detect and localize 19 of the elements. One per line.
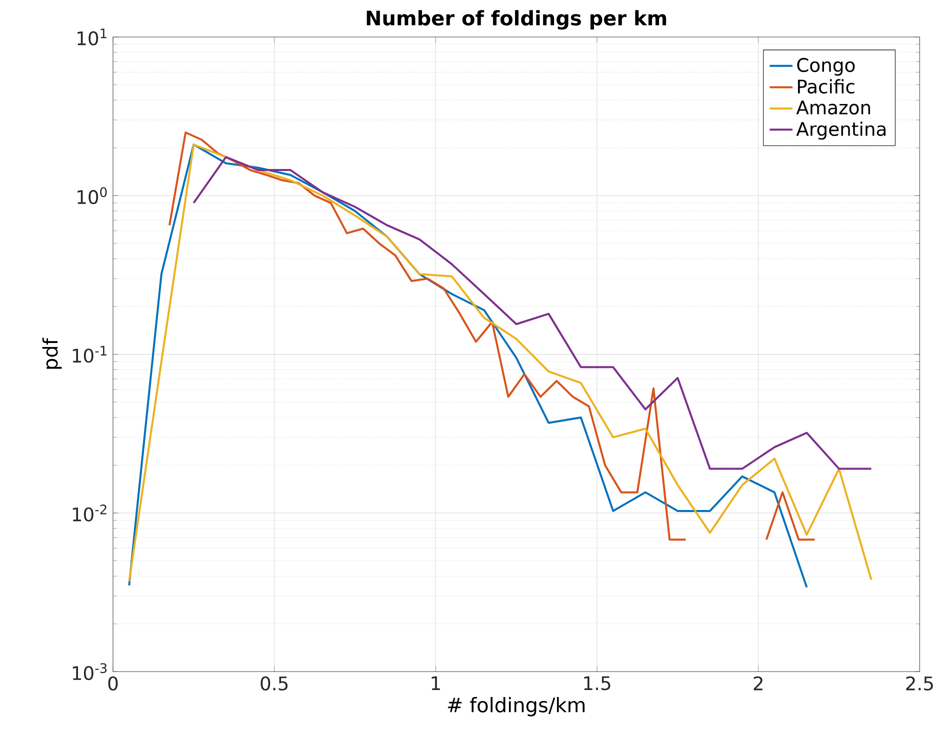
x-tick-label: 2 bbox=[754, 676, 762, 690]
y-axis-title: pdf bbox=[42, 338, 62, 369]
y-tick-label: 10$^{-3}$ bbox=[72, 663, 107, 680]
line-series bbox=[192, 156, 872, 470]
y-tick-label: 10$^{1}$ bbox=[78, 28, 106, 46]
legend-label: Amazon bbox=[796, 100, 870, 115]
y-tick-label: 10$^{-1}$ bbox=[72, 346, 106, 363]
x-tick-label: 2.5 bbox=[906, 676, 933, 691]
x-tick-label: 1 bbox=[432, 676, 440, 690]
x-tick-label: 1.5 bbox=[584, 676, 610, 690]
x-axis-title: # foldings/km bbox=[448, 697, 585, 717]
y-tick-label: 10$^{-2}$ bbox=[72, 504, 106, 522]
legend-label: Pacific bbox=[798, 79, 854, 94]
legend-label: Argentina bbox=[796, 122, 886, 140]
chart-title: Number of foldings per km bbox=[366, 10, 666, 30]
x-tick-label: 0.5 bbox=[260, 676, 288, 691]
y-tick-label: 10$^{0}$ bbox=[78, 187, 107, 204]
x-tick-label: 0 bbox=[108, 676, 118, 691]
legend-label: Congo bbox=[797, 58, 855, 76]
